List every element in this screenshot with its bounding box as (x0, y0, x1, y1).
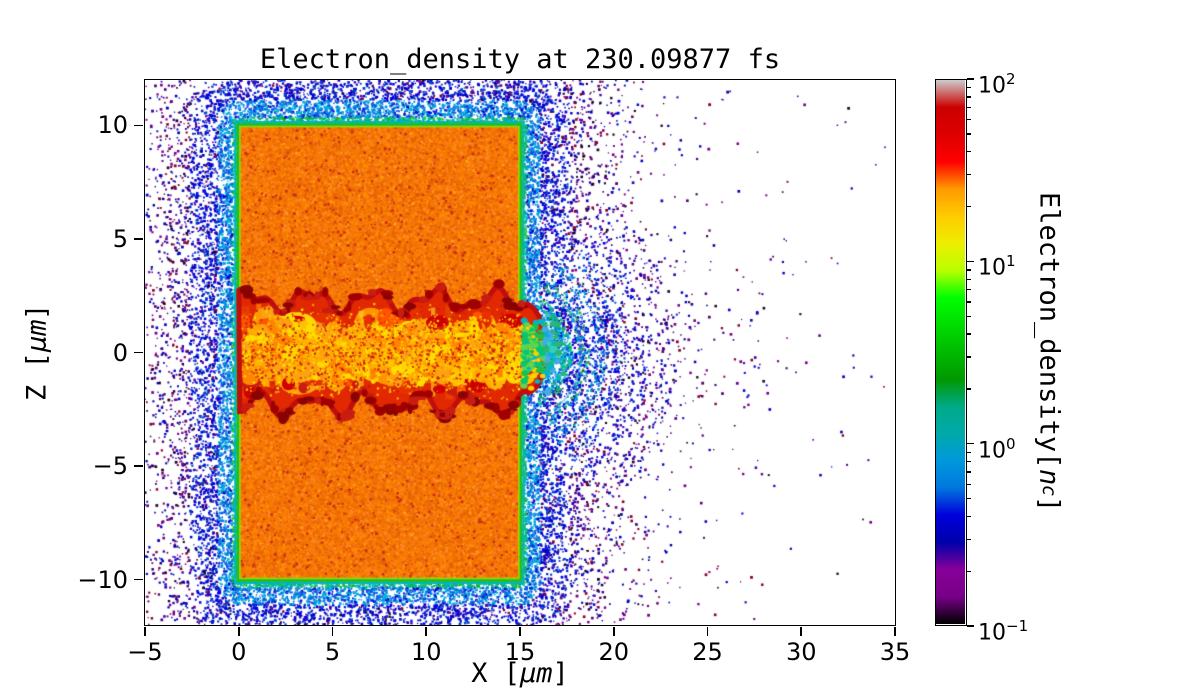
x-tick-label: 5 (324, 638, 341, 666)
colorbar-tick-mark (967, 260, 974, 263)
z-tick-mark (134, 351, 143, 354)
x-axis-label-text: X [ (471, 658, 520, 689)
colorbar-minor-tick-mark (967, 460, 971, 463)
colorbar (935, 79, 967, 626)
colorbar-minor-tick-mark (967, 356, 971, 358)
x-axis-label: X [μm] (145, 658, 895, 689)
x-tick-mark (237, 627, 240, 636)
z-tick-mark (134, 124, 143, 127)
x-tick-mark (331, 627, 334, 636)
colorbar-minor-tick-mark (967, 269, 971, 271)
colorbar-minor-tick-mark (967, 315, 971, 318)
x-tick-label: 30 (785, 638, 817, 666)
colorbar-label-close: ] (1033, 496, 1065, 513)
x-tick-label: 0 (231, 638, 247, 666)
colorbar-minor-tick-mark (967, 483, 971, 485)
colorbar-minor-tick-mark (967, 278, 971, 280)
y-axis-label-close: ] (21, 303, 53, 320)
x-axis-unit: μm (520, 658, 553, 689)
x-tick-label: 35 (879, 638, 911, 666)
z-tick-label: −10 (77, 565, 128, 594)
x-tick-label: 10 (410, 638, 442, 666)
x-axis-label-close: ] (552, 658, 569, 689)
y-axis-label: Z [μm] (16, 80, 58, 625)
colorbar-minor-tick-mark (967, 388, 971, 390)
colorbar-minor-tick-mark (967, 538, 971, 540)
colorbar-minor-tick-mark (967, 471, 971, 473)
colorbar-minor-tick-mark (967, 151, 971, 153)
colorbar-label-text: Electron_density[ (1033, 192, 1065, 469)
x-tick-mark (894, 627, 896, 636)
colorbar-minor-tick-mark (967, 570, 971, 572)
x-tick-label: −5 (127, 638, 163, 666)
z-tick-label: 0 (112, 338, 128, 367)
colorbar-label: Electron_density[n c] (1028, 80, 1070, 625)
x-tick-label: 15 (504, 638, 536, 666)
colorbar-minor-tick-mark (967, 133, 971, 135)
colorbar-minor-tick-mark (967, 96, 971, 98)
colorbar-minor-tick-mark (967, 205, 971, 208)
x-tick-mark (144, 627, 146, 636)
z-tick-mark (134, 465, 143, 467)
colorbar-minor-tick-mark (967, 118, 971, 121)
colorbar-minor-tick-mark (967, 515, 971, 518)
colorbar-tick-label: 102 (978, 70, 1016, 99)
colorbar-minor-tick-mark (967, 86, 971, 89)
z-tick-mark (134, 578, 143, 581)
x-tick-mark (425, 627, 428, 636)
z-tick-label: 5 (112, 224, 128, 253)
colorbar-minor-tick-mark (967, 498, 971, 500)
colorbar-tick-label: 100 (978, 434, 1016, 463)
y-axis-unit: μm (21, 319, 53, 353)
y-axis-label-text: Z [ (21, 352, 53, 402)
chart-title: Electron_density at 230.09877 fs (259, 44, 781, 75)
colorbar-minor-tick-mark (967, 451, 971, 453)
plot-canvas (145, 80, 895, 625)
colorbar-tick-label: 10−1 (978, 617, 1029, 646)
colorbar-minor-tick-mark (967, 173, 971, 176)
x-tick-mark (519, 627, 521, 636)
colorbar-minor-tick-mark (967, 333, 971, 335)
x-tick-label: 20 (598, 638, 630, 666)
z-tick-label: −5 (92, 452, 128, 481)
colorbar-minor-tick-mark (967, 289, 971, 291)
colorbar-label-subscript: c (1038, 484, 1060, 497)
z-tick-mark (134, 238, 143, 240)
z-tick-label: 10 (97, 111, 128, 140)
colorbar-tick-mark (967, 625, 974, 627)
colorbar-label-symbol: n (1033, 468, 1065, 485)
x-tick-label: 25 (692, 638, 723, 666)
colorbar-minor-tick-mark (967, 106, 971, 109)
x-tick-mark (612, 627, 615, 636)
x-tick-mark (800, 627, 803, 636)
plot-area (144, 79, 896, 626)
colorbar-tick-label: 101 (978, 252, 1016, 281)
x-tick-mark (706, 627, 709, 636)
colorbar-tick-mark (967, 442, 974, 445)
colorbar-tick-mark (967, 78, 974, 80)
colorbar-minor-tick-mark (967, 301, 971, 303)
colorbar-canvas (936, 80, 965, 624)
